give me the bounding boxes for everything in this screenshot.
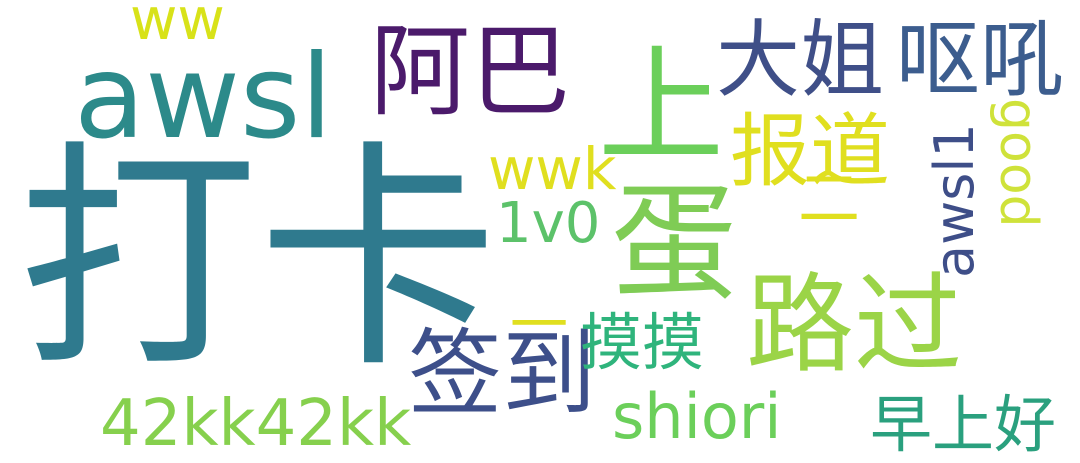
word-1v0: 1v0 <box>496 191 601 256</box>
word-aba: 阿巴 <box>370 13 570 130</box>
word-shiori: shiori <box>612 380 782 453</box>
word-ww: ww <box>130 0 225 53</box>
word-er: 二 <box>798 162 861 235</box>
word-yi: 一 <box>510 291 569 359</box>
word-daka: 打卡 <box>18 120 499 400</box>
word-awsl: awsl <box>74 30 333 165</box>
word-qiandao: 签到 <box>408 320 597 429</box>
word-good: good <box>988 98 1048 228</box>
word-awsl1: awsl1 <box>923 123 986 278</box>
word-42kk42kk: 42kk42kk <box>100 387 412 461</box>
word-wwk: wwk <box>488 135 617 203</box>
word-baodao: 报道 <box>730 105 890 198</box>
word-luguo: 路过 <box>746 263 963 388</box>
word-zaoshanghao: 早上好 <box>870 388 1057 461</box>
word-momo: 摸摸 <box>580 306 705 379</box>
word-ouhou: 呕吼 <box>896 11 1065 109</box>
word-dan: 蛋 <box>590 176 737 302</box>
word-dajie: 大姐 <box>716 11 885 109</box>
word-shang: 上 <box>598 33 724 180</box>
